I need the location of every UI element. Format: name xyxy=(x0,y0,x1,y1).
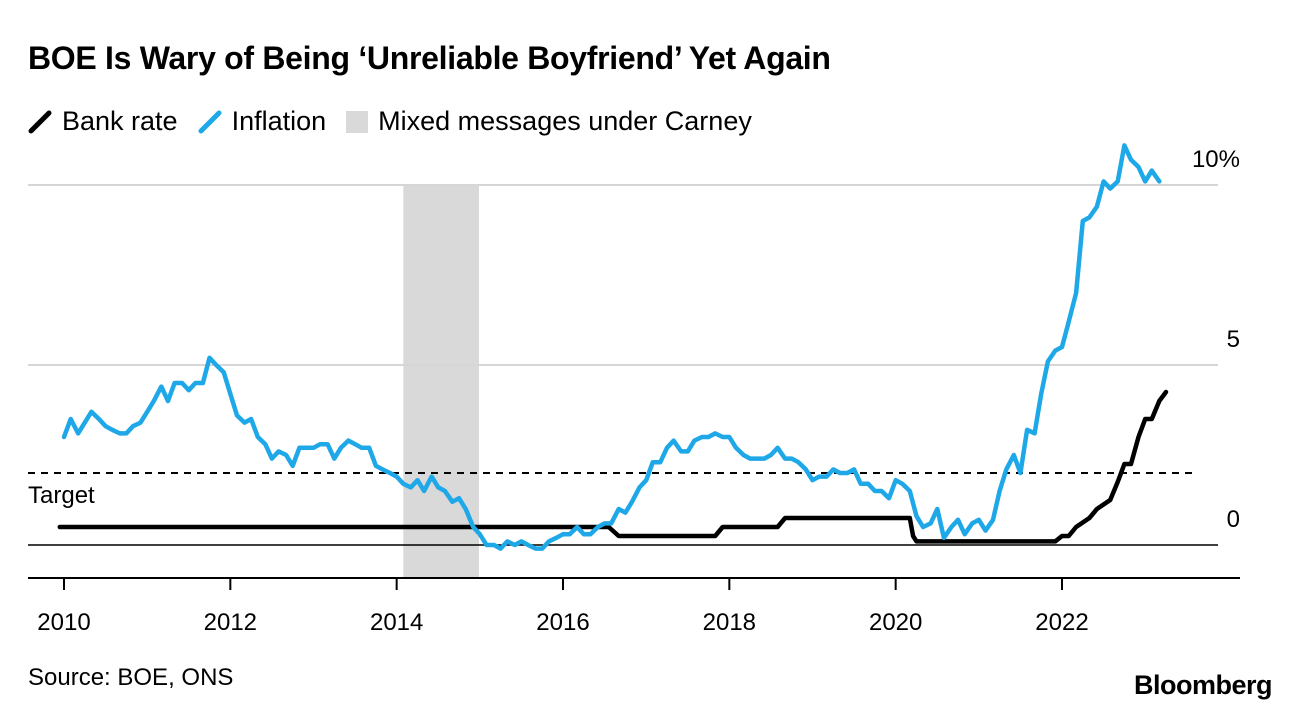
legend-item-bank-rate: Bank rate xyxy=(28,106,178,137)
shaded-region-swatch-icon xyxy=(346,110,369,133)
legend-label-shaded-region: Mixed messages under Carney xyxy=(378,106,752,136)
legend-label-bank-rate: Bank rate xyxy=(62,106,178,136)
inflation-swatch-icon xyxy=(198,110,222,134)
x-tick-label-2016: 2016 xyxy=(536,609,589,636)
target-label: Target xyxy=(28,482,95,509)
bloomberg-logo: Bloomberg xyxy=(1133,670,1273,700)
x-tick-label-2014: 2014 xyxy=(370,609,423,636)
series-line-bank-rate xyxy=(57,389,1169,544)
legend: Bank rate Inflation Mixed messages under… xyxy=(28,106,772,137)
series-line-inflation xyxy=(61,143,1162,551)
x-tick-label-2018: 2018 xyxy=(703,609,756,636)
source-note: Source: BOE, ONS xyxy=(28,664,234,691)
x-tick-label-2020: 2020 xyxy=(869,609,922,636)
y-tick-label-10: 10% xyxy=(1192,146,1240,173)
y-tick-label-5: 5 xyxy=(1227,326,1240,353)
x-tick-label-2012: 2012 xyxy=(204,609,257,636)
y-tick-label-0: 0 xyxy=(1227,506,1240,533)
legend-label-inflation: Inflation xyxy=(231,106,327,136)
bank-rate-swatch-icon xyxy=(28,110,52,134)
x-tick-label-2010: 2010 xyxy=(37,609,90,636)
chart-title: BOE Is Wary of Being ‘Unreliable Boyfrie… xyxy=(28,40,831,76)
legend-item-shaded-region: Mixed messages under Carney xyxy=(346,106,752,137)
legend-item-inflation: Inflation xyxy=(198,106,327,137)
x-tick-label-2022: 2022 xyxy=(1035,609,1088,636)
